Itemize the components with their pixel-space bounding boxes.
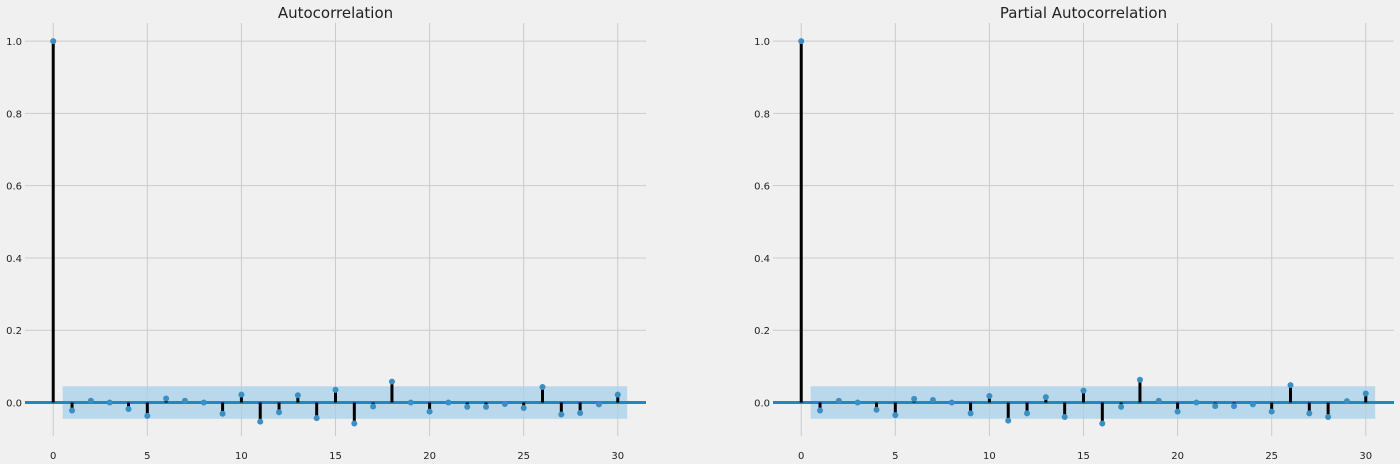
marker-lag-13 [294,392,301,399]
marker-lag-28 [577,410,584,417]
marker-lag-12 [1024,410,1031,417]
x-tick-label: 25 [517,451,530,462]
marker-lag-7 [181,397,188,404]
x-tick-label: 10 [983,451,996,462]
chart-panel-2: 0 5 10 15 20 25 30 0.0 0.2 0.4 0.6 0.8 1.0 Partial Au… [754,4,1394,462]
marker-lag-24 [1249,401,1256,408]
y-tick-label: 0.4 [754,254,770,265]
y-tick-label: 1.0 [754,37,770,48]
marker-lag-26 [1287,382,1294,389]
marker-lag-2 [835,397,842,404]
x-tick-label: 5 [144,451,150,462]
x-tick-label: 20 [1171,451,1184,462]
y-tick-label: 0.6 [6,182,22,193]
marker-lag-15 [1080,387,1087,394]
x-tick-label: 30 [611,451,624,462]
marker-lag-21 [445,399,452,406]
marker-lag-12 [276,409,283,416]
marker-lag-26 [539,383,546,390]
marker-lag-11 [257,418,264,425]
x-tick-label: 30 [1359,451,1372,462]
chart-title: Partial Autocorrelation [1000,4,1167,22]
marker-lag-6 [163,395,170,402]
y-tick-label: 0.6 [754,182,770,193]
marker-lag-3 [854,399,861,406]
marker-lag-9 [967,410,974,417]
y-tick-label: 0.8 [6,109,22,120]
x-tick-label: 10 [235,451,248,462]
marker-lag-27 [558,411,565,418]
chart-panel-1: 0 5 10 15 20 25 30 0.0 0.2 0.4 0.6 0.8 1.0 Autocorrel… [6,4,646,462]
marker-lag-20 [1174,408,1181,415]
marker-lag-13 [1042,394,1049,401]
marker-lag-18 [1136,376,1143,383]
marker-lag-17 [370,403,377,410]
x-tick-label: 15 [329,451,342,462]
marker-lag-21 [1193,399,1200,406]
marker-lag-0 [50,38,57,45]
marker-lag-10 [238,391,245,398]
x-tick-label: 20 [423,451,436,462]
marker-lag-28 [1325,413,1332,420]
marker-lag-23 [1231,403,1238,410]
marker-lag-29 [1343,398,1350,405]
x-tick-label: 0 [798,451,804,462]
marker-lag-14 [1061,413,1068,420]
marker-lag-17 [1118,403,1125,410]
x-tick-label: 0 [50,451,56,462]
marker-lag-8 [948,399,955,406]
marker-lag-30 [614,391,621,398]
y-tick-label: 0.2 [754,326,770,337]
marker-lag-5 [892,412,899,419]
x-tick-label: 25 [1265,451,1278,462]
marker-lag-4 [125,406,132,413]
marker-lag-20 [426,408,433,415]
marker-lag-9 [219,410,226,417]
marker-lag-6 [911,395,918,402]
marker-lag-24 [501,400,508,407]
marker-lag-7 [929,396,936,403]
y-tick-label: 0.8 [754,109,770,120]
marker-lag-18 [388,378,395,385]
y-tick-label: 1.0 [6,37,22,48]
chart-title: Autocorrelation [278,4,393,22]
y-tick-label: 0.0 [754,399,770,410]
marker-lag-5 [144,412,151,419]
marker-lag-16 [351,420,358,427]
x-tick-label: 5 [892,451,898,462]
marker-lag-29 [595,401,602,408]
marker-lag-4 [873,406,880,413]
marker-lag-8 [200,399,207,406]
marker-lag-19 [407,399,414,406]
marker-lag-1 [69,407,76,414]
y-tick-label: 0.2 [6,326,22,337]
marker-lag-19 [1155,397,1162,404]
marker-lag-25 [1268,408,1275,415]
marker-lag-25 [520,404,527,411]
marker-lag-11 [1005,417,1012,424]
marker-lag-30 [1362,390,1369,397]
marker-lag-22 [464,403,471,410]
marker-lag-3 [106,399,113,406]
marker-lag-0 [798,38,805,45]
marker-lag-2 [87,397,94,404]
marker-lag-14 [313,415,320,422]
marker-lag-22 [1212,403,1219,410]
marker-lag-1 [817,407,824,414]
x-tick-label: 15 [1077,451,1090,462]
y-tick-label: 0.4 [6,254,22,265]
marker-lag-23 [483,403,490,410]
marker-lag-10 [986,393,993,400]
marker-lag-27 [1306,410,1313,417]
marker-lag-15 [332,386,339,393]
y-tick-label: 0.0 [6,399,22,410]
marker-lag-16 [1099,420,1106,427]
